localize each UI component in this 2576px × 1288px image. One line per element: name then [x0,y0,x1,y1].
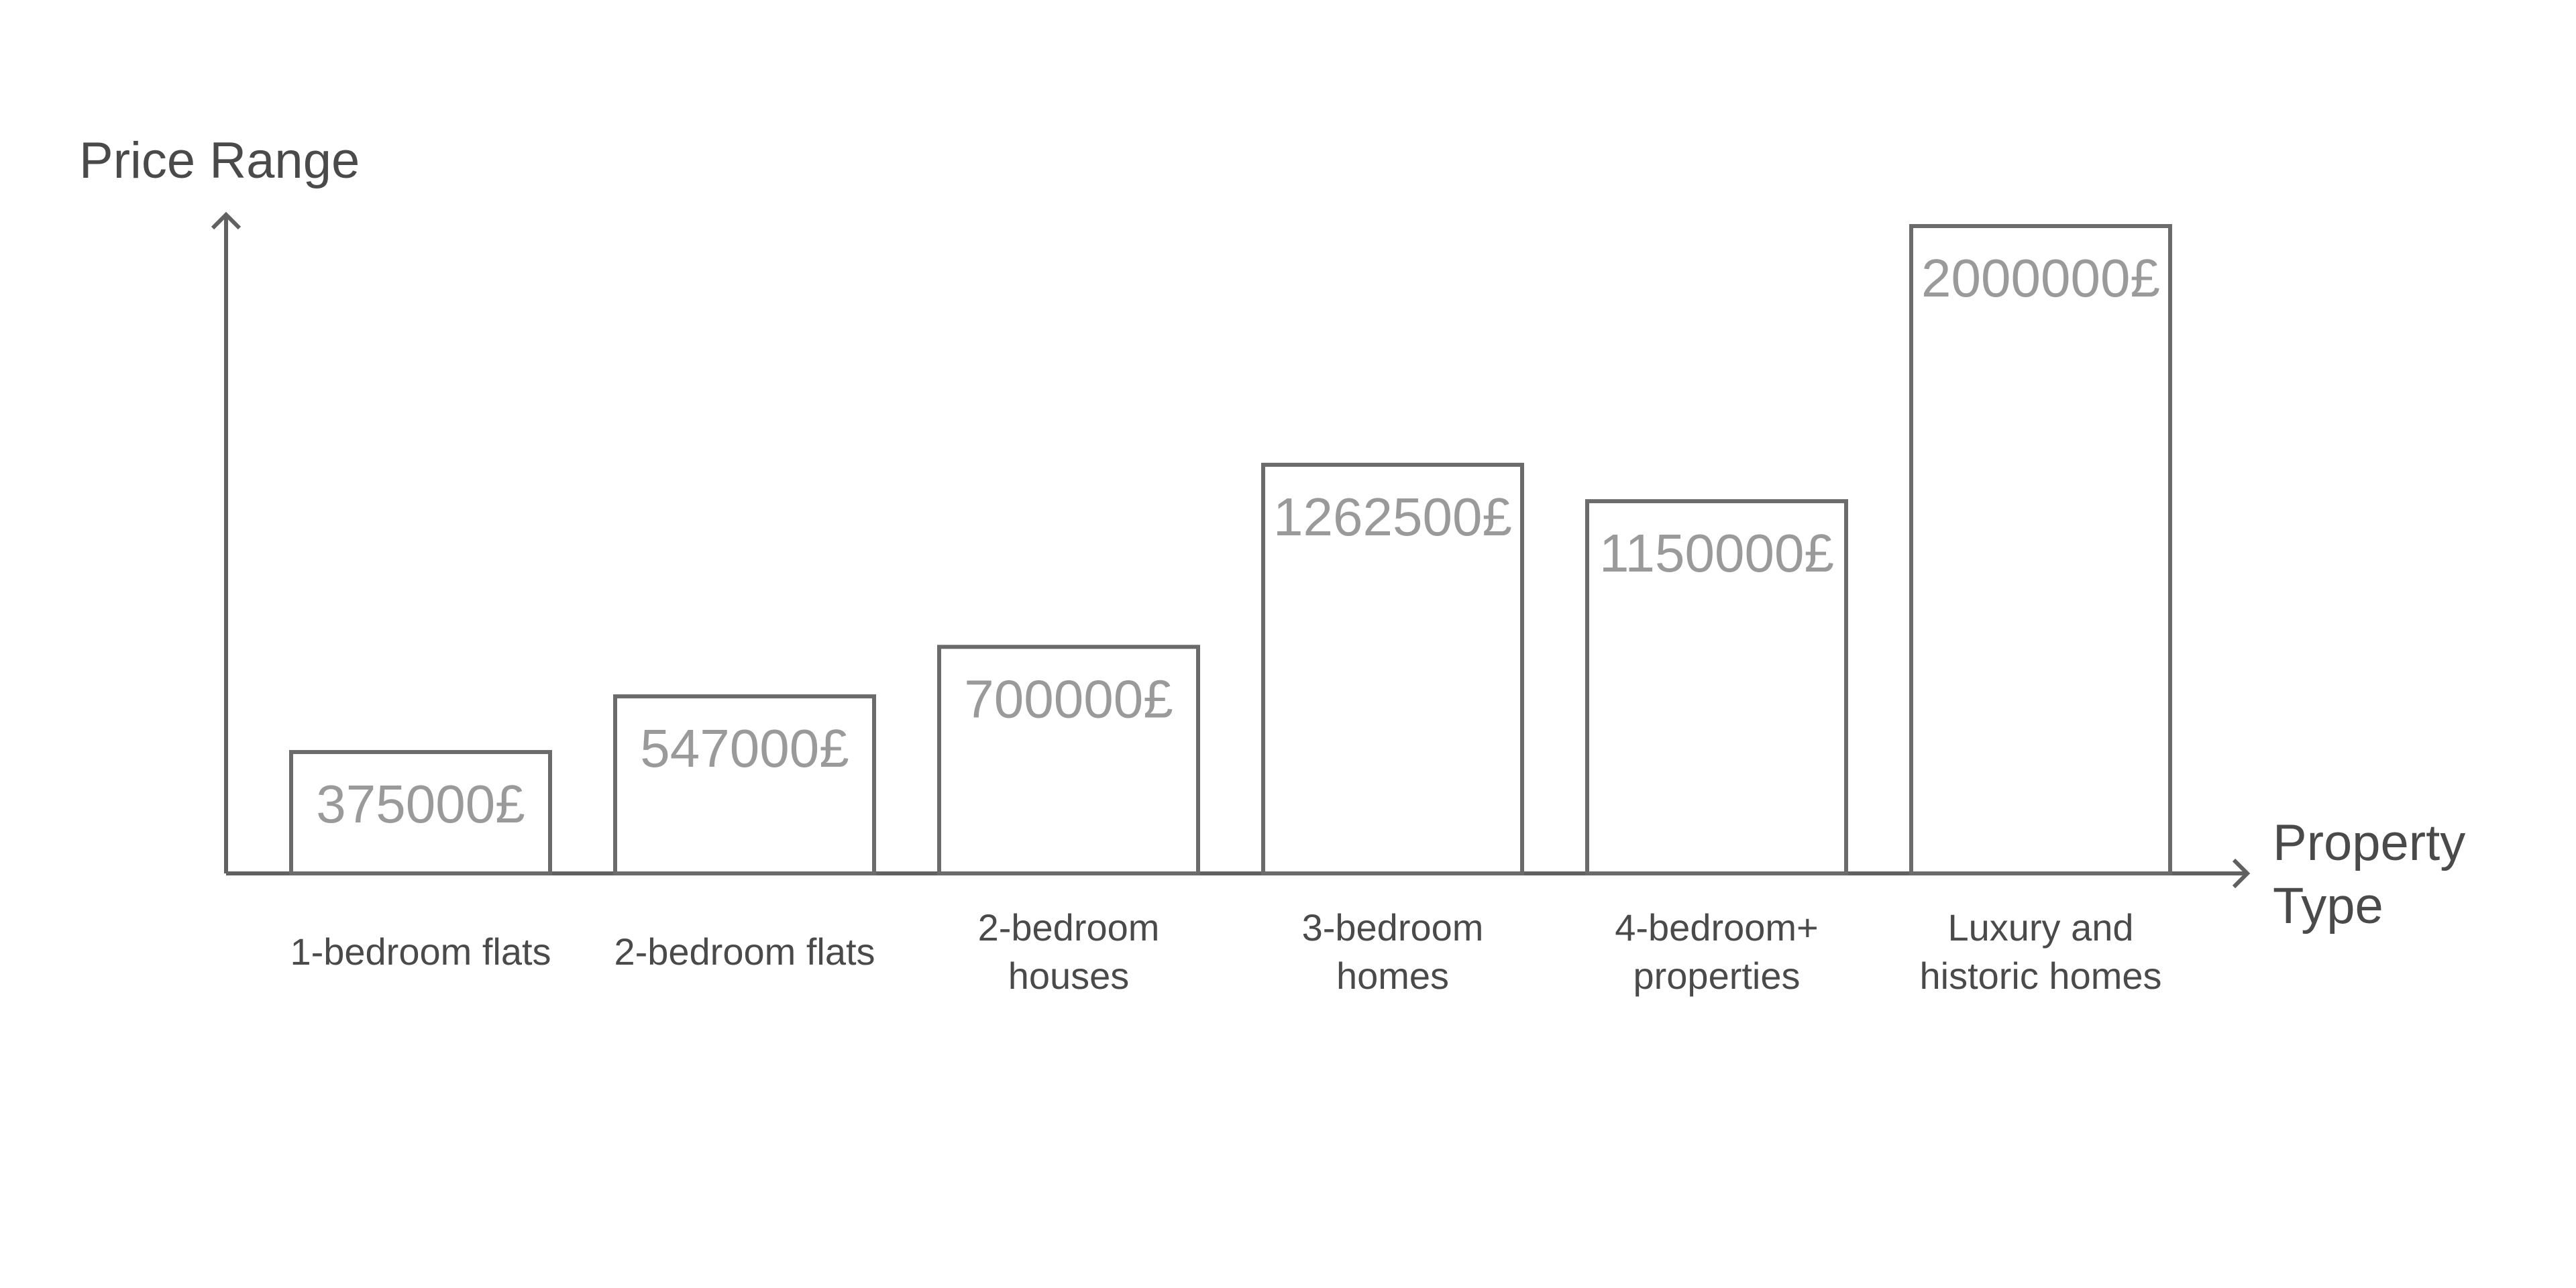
x-axis-title-line: Type [2273,877,2383,934]
bar-value-label: 375000£ [316,774,525,834]
bar-value-label: 1262500£ [1273,487,1512,547]
bar [937,645,1200,875]
bar-value-label: 2000000£ [1921,248,2160,308]
category-label-line: 2-bedroom flats [614,930,875,973]
category-label-line: properties [1633,955,1800,997]
x-axis-title-line: Property [2273,814,2465,871]
category-label-line: Luxury and [1947,906,2133,949]
bar [613,694,876,875]
category-label-line: 2-bedroom [978,906,1160,949]
y-axis-arrow-icon [211,211,241,230]
category-label-line: homes [1336,955,1449,997]
category-label: 3-bedroom homes [1302,906,1484,997]
bar [1909,224,2172,875]
bar [1585,499,1848,875]
x-axis-arrow-icon [2232,858,2251,889]
bar [1261,462,1524,875]
category-label: 2-bedroom houses [978,906,1160,997]
category-label: 1-bedroom flats [290,930,551,973]
bars [289,224,2172,875]
value-labels: 375000£ 547000£ 700000£ 1262500£ 1150000£ 200… [316,248,2160,834]
category-label: Luxury and historic homes [1919,906,2161,997]
category-label: 4-bedroom+ properties [1615,906,1819,997]
bar [289,750,552,875]
bar-value-label: 700000£ [964,669,1173,729]
category-label-line: 3-bedroom [1302,906,1484,949]
category-label-line: 1-bedroom flats [290,930,551,973]
category-label-line: houses [1008,955,1130,997]
category-label-line: historic homes [1919,955,2161,997]
category-labels: 1-bedroom flats 2-bedroom flats 2-bedroom h… [290,906,2161,997]
bar-value-label: 547000£ [640,718,849,778]
y-axis-title: Price Range [79,132,360,189]
category-label-line: 4-bedroom+ [1615,906,1819,949]
bar-value-label: 1150000£ [1599,523,1834,583]
category-label: 2-bedroom flats [614,930,875,973]
x-axis-title: Property Type [2273,814,2479,934]
